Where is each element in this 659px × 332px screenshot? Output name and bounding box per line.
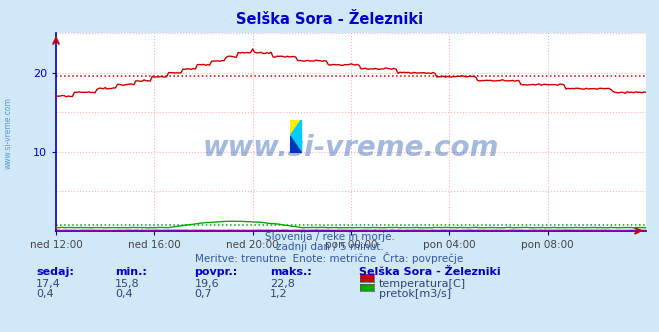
Polygon shape	[290, 120, 301, 136]
Polygon shape	[290, 120, 301, 153]
Text: povpr.:: povpr.:	[194, 267, 238, 277]
Text: www.si-vreme.com: www.si-vreme.com	[3, 97, 13, 169]
Text: 0,7: 0,7	[194, 289, 212, 299]
Text: 19,6: 19,6	[194, 279, 219, 289]
Text: pretok[m3/s]: pretok[m3/s]	[379, 289, 451, 299]
Text: temperatura[C]: temperatura[C]	[379, 279, 466, 289]
Text: maks.:: maks.:	[270, 267, 312, 277]
Text: Selška Sora - Železniki: Selška Sora - Železniki	[236, 12, 423, 27]
Text: 15,8: 15,8	[115, 279, 140, 289]
Text: Selška Sora - Železniki: Selška Sora - Železniki	[359, 267, 501, 277]
Text: zadnji dan / 5 minut.: zadnji dan / 5 minut.	[275, 242, 384, 252]
Text: 0,4: 0,4	[115, 289, 133, 299]
Text: min.:: min.:	[115, 267, 147, 277]
Text: www.si-vreme.com: www.si-vreme.com	[203, 134, 499, 162]
Text: Meritve: trenutne  Enote: metrične  Črta: povprečje: Meritve: trenutne Enote: metrične Črta: …	[195, 252, 464, 264]
Text: sedaj:: sedaj:	[36, 267, 74, 277]
Text: 22,8: 22,8	[270, 279, 295, 289]
Polygon shape	[290, 136, 301, 153]
Text: Slovenija / reke in morje.: Slovenija / reke in morje.	[264, 232, 395, 242]
Text: 1,2: 1,2	[270, 289, 288, 299]
Text: 17,4: 17,4	[36, 279, 61, 289]
Text: 0,4: 0,4	[36, 289, 54, 299]
